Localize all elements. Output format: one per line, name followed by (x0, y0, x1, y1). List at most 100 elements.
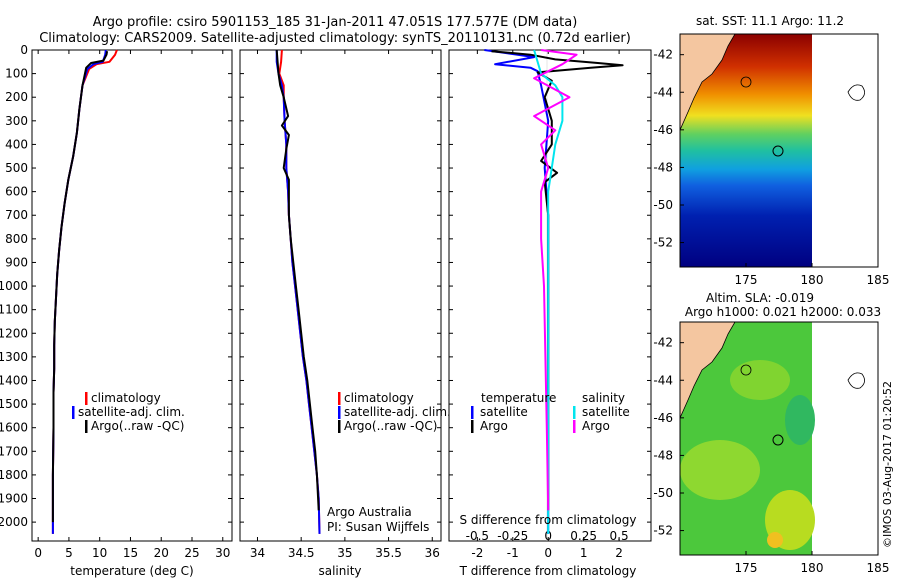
imos-credit: ©IMOS 03-Aug-2017 01:20:52 (881, 381, 894, 548)
sla-patch (767, 532, 783, 548)
depth-tick-label: 1800 (0, 468, 28, 482)
lat-tick-label: -42 (653, 336, 673, 350)
x-tick-label-top: -0.5 (466, 529, 489, 543)
salinity-xlabel: salinity (318, 564, 361, 578)
depth-tick-label: 400 (5, 137, 28, 151)
x-tick-label: 10 (92, 546, 107, 560)
depth-tick-label: 500 (5, 161, 28, 175)
salinity-tick-labels: 34 34.5 35 35.5 36 (250, 50, 440, 560)
difference-xlabel-top: S difference from climatology (460, 513, 637, 527)
legend-title-temperature: temperature (481, 391, 556, 405)
temperature-tick-labels: 0 5 10 15 20 25 30 (34, 50, 230, 560)
lat-tick-label: -52 (653, 236, 673, 250)
x-tick-label-top: 0 (544, 529, 552, 543)
sla-map-title-line-2: Argo h1000: 0.021 h2000: 0.033 (685, 305, 881, 319)
legend-label-argo: Argo(..raw -QC) (91, 419, 184, 433)
lon-tick-label: 175 (735, 273, 758, 287)
depth-tick-label: 1300 (0, 350, 28, 364)
depth-tick-label: 800 (5, 232, 28, 246)
title-line-2: Climatology: CARS2009. Satellite-adjuste… (39, 31, 631, 46)
land-new-zealand (680, 322, 736, 419)
lat-tick-label: -44 (653, 85, 673, 99)
difference-axes-frame (448, 49, 652, 542)
lat-tick-label: -44 (653, 373, 673, 387)
depth-tick-label: 1000 (0, 279, 28, 293)
depth-tick-labels: 0 100 200 300 400 500 600 700 800 900 1000 1100 1200… (0, 43, 28, 529)
series-line-salinity-satellite (533, 49, 564, 534)
chatham-island (740, 364, 752, 376)
sst-longitude-labels: 175 180 185 (735, 263, 890, 287)
x-tick-label: 34 (250, 546, 265, 560)
lon-tick-label: 185 (867, 273, 890, 287)
x-tick-label: 20 (154, 546, 169, 560)
sst-map-frame (679, 33, 879, 268)
legend-label-climatology: climatology (344, 391, 414, 405)
sst-map: sat. SST: 11.1 Argo: 11.2 -42 -44 -46 -48 -5… (653, 14, 889, 287)
sla-map: Altim. SLA: -0.019 Argo h1000: 0.021 h20… (653, 291, 889, 575)
sla-patch (785, 395, 815, 445)
depth-tick-label: 1400 (0, 373, 28, 387)
lon-tick-label: 175 (735, 561, 758, 575)
lat-tick-label: -50 (653, 486, 673, 500)
depth-tick-label: 2000 (0, 515, 28, 529)
legend-swatch-climatology (85, 392, 88, 405)
legend-title-salinity: salinity (582, 391, 625, 405)
legend-label-argo: Argo(..raw -QC) (344, 419, 437, 433)
chatham-island (740, 76, 752, 88)
legend-swatch-sal-satellite (573, 406, 576, 419)
sla-map-title-line-1: Altim. SLA: -0.019 (706, 291, 814, 305)
x-tick-label-top: 0.5 (610, 529, 629, 543)
chatham-island-east (847, 372, 865, 389)
difference-legend: temperature salinity satellite satellite… (471, 391, 630, 433)
x-tick-label: 0 (544, 546, 552, 560)
series-line-argo-raw-qc- (51, 51, 109, 523)
lon-tick-label: 180 (801, 273, 824, 287)
x-tick-label: 34.5 (288, 546, 315, 560)
x-tick-label: 15 (123, 546, 138, 560)
x-tick-label: 35.5 (375, 546, 402, 560)
sst-latitude-labels: -42 -44 -46 -48 -50 -52 (653, 48, 684, 250)
chatham-island-east (847, 84, 865, 101)
annotation-pi: PI: Susan Wijffels (327, 520, 429, 534)
land-new-zealand (680, 34, 736, 131)
argo-location-marker (772, 145, 784, 157)
depth-tick-label: 700 (5, 208, 28, 222)
depth-tick-label: 900 (5, 255, 28, 269)
depth-tick-label: 1900 (0, 492, 28, 506)
depth-tick-label: 600 (5, 185, 28, 199)
salinity-legend: climatology satellite-adj. clim. Argo(..… (338, 391, 451, 433)
depth-tick-label: 1600 (0, 421, 28, 435)
lat-tick-label: -48 (653, 448, 673, 462)
temperature-series-lines (32, 49, 232, 534)
legend-swatch-temp-argo (471, 420, 474, 433)
legend-label-satellite: satellite-adj. clim. (78, 405, 185, 419)
sla-latitude-labels: -42 -44 -46 -48 -50 -52 (653, 336, 684, 538)
lat-tick-label: -48 (653, 160, 673, 174)
argo-location-marker (772, 434, 784, 446)
legend-label-temp-argo: Argo (480, 419, 508, 433)
difference-panel: -2 -1 0 1 2 -0.5 -0.25 0 0.25 0.5 temperature sal… (448, 49, 652, 578)
series-line-salinity-argo (533, 49, 578, 511)
temperature-panel: 0100200300400500600700800900100011001200… (0, 43, 233, 578)
depth-tick-label: 1700 (0, 444, 28, 458)
depth-tick-label: 200 (5, 90, 28, 104)
x-tick-label: 5 (65, 546, 73, 560)
legend-swatch-satellite (338, 406, 341, 419)
legend-label-climatology: climatology (91, 391, 161, 405)
x-tick-label: 2 (615, 546, 623, 560)
salinity-panel: 34 34.5 35 35.5 36 climatology satellite-adj… (239, 49, 451, 578)
legend-swatch-argo (85, 420, 88, 433)
x-tick-label: 0 (34, 546, 42, 560)
x-tick-label: 25 (184, 546, 199, 560)
salinity-series-lines (240, 49, 441, 534)
temperature-legend: climatology satellite-adj. clim. Argo(..… (72, 391, 185, 433)
legend-swatch-argo (338, 420, 341, 433)
legend-swatch-temp-satellite (471, 406, 474, 419)
depth-tick-label: 1100 (0, 303, 28, 317)
x-tick-label-top: 0.25 (570, 529, 597, 543)
lat-tick-label: -52 (653, 524, 673, 538)
sst-map-title: sat. SST: 11.1 Argo: 11.2 (696, 14, 844, 28)
x-tick-label: -2 (471, 546, 483, 560)
difference-series-lines (449, 49, 651, 534)
lon-tick-label: 185 (867, 561, 890, 575)
